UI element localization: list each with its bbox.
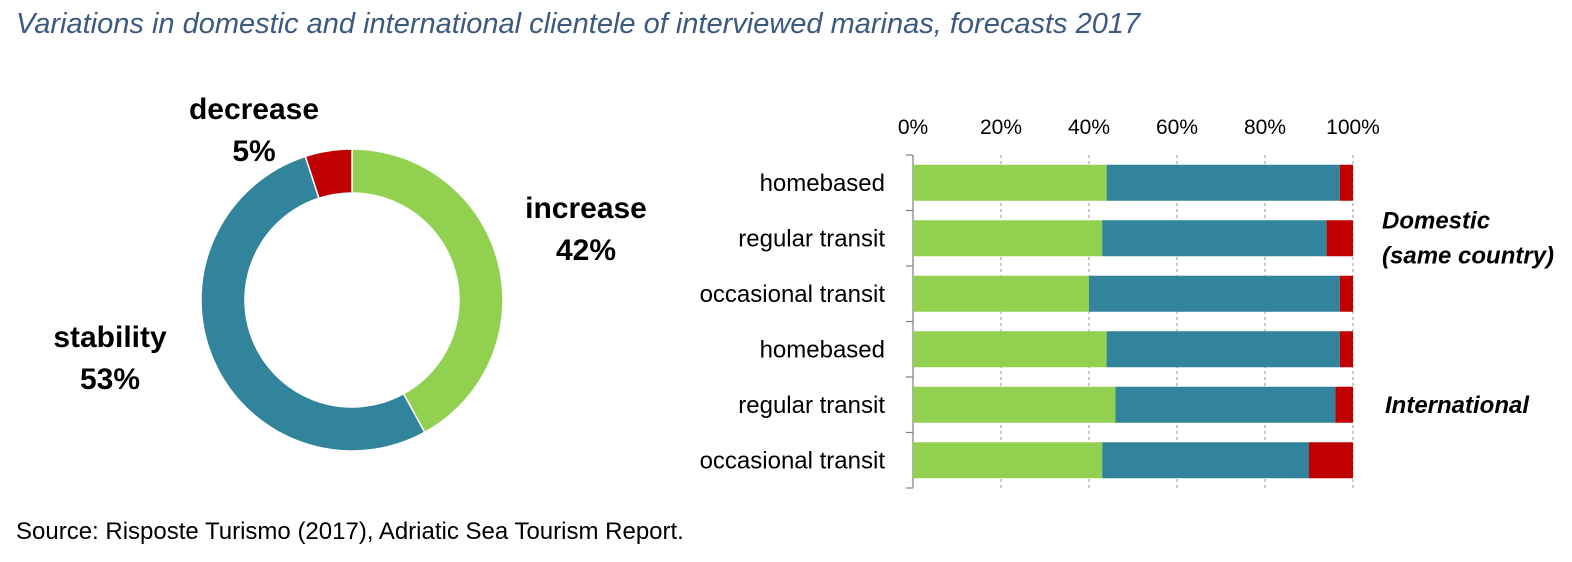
bar-segment <box>1335 386 1353 423</box>
donut-slice-stability <box>200 155 426 452</box>
donut-value-increase: 42% <box>556 234 616 267</box>
category-label: occasional transit <box>700 281 886 308</box>
bar-segment <box>1309 442 1353 479</box>
donut-label-increase: increase <box>525 192 647 225</box>
bar-segment <box>1339 164 1353 201</box>
bar-segment <box>913 164 1107 201</box>
bar-segment <box>913 386 1116 423</box>
chart-title: Variations in domestic and international… <box>16 8 1141 40</box>
bar-segment <box>1102 220 1327 257</box>
donut-value-decrease: 5% <box>232 135 275 168</box>
bar-segment <box>1102 442 1309 479</box>
x-tick-label: 80% <box>1244 116 1286 139</box>
bar-segment <box>913 220 1103 257</box>
donut-chart: increase 42% stability 53% decrease 5% <box>53 93 647 452</box>
group-label-line2: (same country) <box>1382 242 1554 269</box>
bar-segment <box>1106 331 1340 368</box>
source-note: Source: Risposte Turismo (2017), Adriati… <box>16 518 684 545</box>
group-label: International <box>1385 392 1530 419</box>
category-label: occasional transit <box>700 447 886 474</box>
group-label: Domestic <box>1382 207 1490 234</box>
category-label: homebased <box>760 170 885 197</box>
bar-segment <box>913 275 1089 312</box>
bar-segment <box>1106 164 1340 201</box>
x-tick-label: 20% <box>980 116 1022 139</box>
category-label: regular transit <box>738 225 885 252</box>
donut-value-stability: 53% <box>80 363 140 396</box>
x-tick-label: 40% <box>1068 116 1110 139</box>
bar-segment <box>913 442 1103 479</box>
category-label: homebased <box>760 336 885 363</box>
x-tick-label: 0% <box>898 116 928 139</box>
x-tick-label: 60% <box>1156 116 1198 139</box>
bar-segment <box>913 331 1107 368</box>
donut-slice-decrease <box>304 148 353 200</box>
donut-slice-increase <box>351 148 504 434</box>
bar-segment <box>1339 275 1353 312</box>
donut-label-stability: stability <box>53 321 167 354</box>
bar-segment <box>1326 220 1353 257</box>
bar-segment <box>1339 331 1353 368</box>
bar-segment <box>1115 386 1336 423</box>
donut-label-decrease: decrease <box>189 93 319 126</box>
x-tick-label: 100% <box>1326 116 1380 139</box>
bar-segment <box>1089 275 1340 312</box>
category-label: regular transit <box>738 392 885 419</box>
stacked-bar-chart: 0% 20% 40% 60% 80% 100% homebased regular trans… <box>700 116 1554 489</box>
